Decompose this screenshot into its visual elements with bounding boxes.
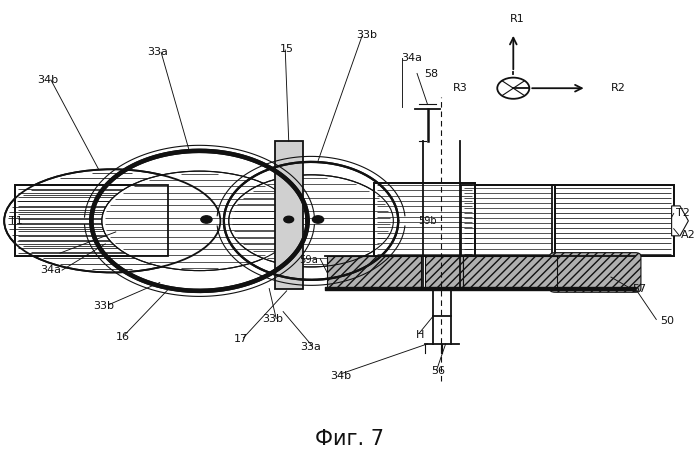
- Text: 33b: 33b: [356, 30, 377, 40]
- Text: 59a: 59a: [299, 255, 318, 265]
- Bar: [425, 256, 463, 289]
- Text: 34b: 34b: [38, 75, 59, 85]
- Circle shape: [312, 216, 323, 223]
- Text: 34a: 34a: [402, 53, 423, 63]
- Text: 59b: 59b: [418, 216, 437, 226]
- Text: R3: R3: [453, 83, 468, 93]
- Text: 33a: 33a: [147, 47, 168, 57]
- Text: 58: 58: [424, 69, 438, 79]
- Text: Фиг. 7: Фиг. 7: [315, 429, 384, 449]
- Ellipse shape: [102, 171, 297, 271]
- Ellipse shape: [4, 169, 220, 273]
- Bar: [374, 182, 475, 256]
- Bar: [374, 182, 475, 256]
- FancyBboxPatch shape: [550, 253, 641, 292]
- Bar: [327, 256, 421, 289]
- Circle shape: [284, 216, 293, 223]
- Text: R2: R2: [611, 83, 626, 93]
- Circle shape: [201, 216, 212, 223]
- Bar: [461, 185, 555, 256]
- Bar: [15, 185, 168, 256]
- Bar: [552, 185, 673, 256]
- Text: 34b: 34b: [330, 371, 351, 381]
- Text: 57: 57: [632, 284, 646, 293]
- Text: T1: T1: [9, 216, 23, 226]
- FancyArrow shape: [671, 206, 688, 236]
- Bar: [275, 141, 302, 289]
- Bar: [463, 256, 557, 289]
- Ellipse shape: [229, 175, 393, 267]
- Text: 50: 50: [660, 316, 674, 326]
- Text: 56: 56: [432, 366, 446, 377]
- Bar: [15, 185, 168, 256]
- Text: 33b: 33b: [93, 301, 114, 310]
- Text: R1: R1: [510, 14, 524, 24]
- Text: 34a: 34a: [41, 265, 62, 275]
- Text: 16: 16: [116, 332, 130, 342]
- Text: T2: T2: [676, 208, 690, 219]
- Text: 33b: 33b: [262, 315, 284, 324]
- Text: H: H: [416, 330, 425, 340]
- Text: 17: 17: [234, 334, 248, 344]
- Text: A2: A2: [680, 230, 695, 240]
- Bar: [461, 185, 555, 256]
- Bar: [552, 185, 673, 256]
- Text: 33a: 33a: [300, 342, 321, 352]
- Text: 15: 15: [279, 44, 293, 54]
- Circle shape: [497, 78, 529, 99]
